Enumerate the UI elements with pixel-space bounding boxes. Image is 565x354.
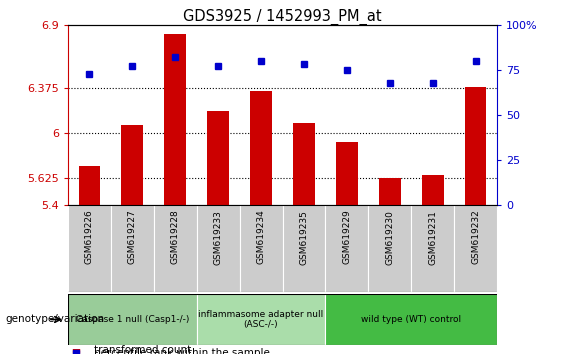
Bar — [325, 205, 368, 292]
Text: GSM619234: GSM619234 — [257, 210, 266, 264]
Text: GSM619226: GSM619226 — [85, 210, 94, 264]
Bar — [379, 178, 401, 205]
Bar — [325, 294, 497, 345]
Text: GSM619230: GSM619230 — [385, 210, 394, 264]
Text: wild type (WT) control: wild type (WT) control — [361, 315, 462, 324]
Text: GSM619229: GSM619229 — [342, 210, 351, 264]
Bar — [240, 205, 282, 292]
Bar — [422, 175, 444, 205]
Text: Caspase 1 null (Casp1-/-): Caspase 1 null (Casp1-/-) — [76, 315, 189, 324]
Text: GSM619227: GSM619227 — [128, 210, 137, 264]
Text: GSM619232: GSM619232 — [471, 210, 480, 264]
Bar — [111, 205, 154, 292]
Bar — [79, 166, 100, 205]
Bar — [368, 205, 411, 292]
Bar — [454, 205, 497, 292]
Bar — [197, 205, 240, 292]
Bar — [68, 294, 197, 345]
Text: GDS3925 / 1452993_PM_at: GDS3925 / 1452993_PM_at — [183, 9, 382, 25]
Bar — [68, 205, 111, 292]
Bar — [207, 112, 229, 205]
Bar — [164, 34, 186, 205]
Bar — [197, 294, 325, 345]
Text: GSM619228: GSM619228 — [171, 210, 180, 264]
Bar — [250, 91, 272, 205]
Bar — [336, 142, 358, 205]
Text: GSM619235: GSM619235 — [299, 210, 308, 264]
Bar — [465, 87, 486, 205]
Bar — [293, 124, 315, 205]
Text: genotype/variation: genotype/variation — [6, 314, 105, 325]
Bar — [282, 205, 325, 292]
Bar — [154, 205, 197, 292]
Text: percentile rank within the sample: percentile rank within the sample — [94, 348, 270, 354]
Text: inflammasome adapter null
(ASC-/-): inflammasome adapter null (ASC-/-) — [198, 310, 324, 329]
Text: GSM619231: GSM619231 — [428, 210, 437, 264]
Text: GSM619233: GSM619233 — [214, 210, 223, 264]
Bar — [121, 125, 143, 205]
Text: transformed count: transformed count — [94, 345, 191, 354]
Bar — [411, 205, 454, 292]
